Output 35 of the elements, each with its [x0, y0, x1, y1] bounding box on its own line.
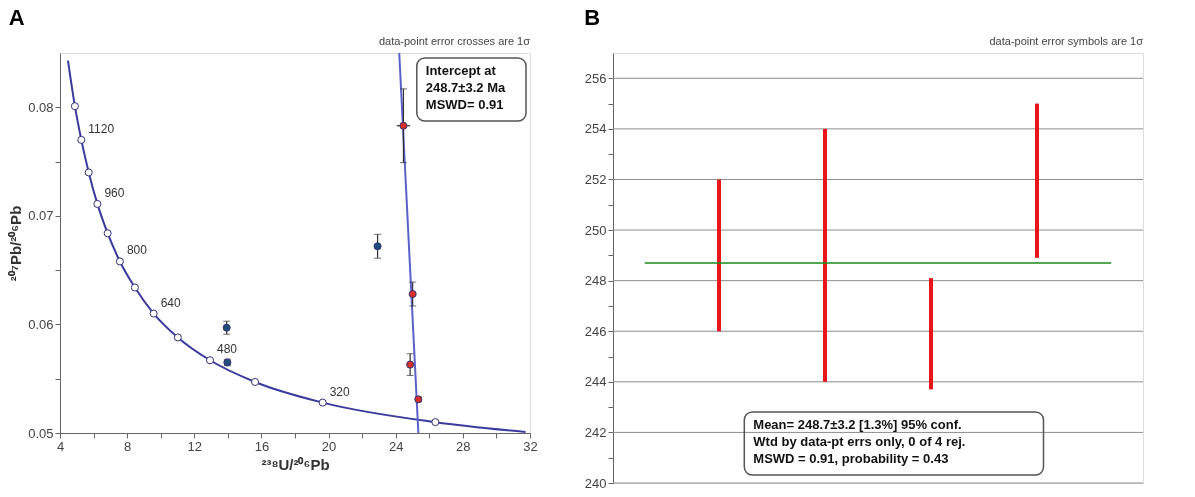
- x-tick-label: 4: [56, 438, 65, 454]
- y-tick-label: 254: [584, 121, 607, 137]
- chart-title: B: [584, 5, 601, 30]
- x-tick-label: 28: [456, 438, 471, 454]
- annotation: Mean= 248.7±3.2 [1.3%] 95% conf. Wtd by data-pt errs only, 0 of 4 rej. MSWD = 0.91, probability = 0.43: [753, 417, 966, 466]
- x-axis-title: ²³⁸U/²⁰⁶Pb: [261, 455, 330, 473]
- annotation: Intercept at 248.7±3.2 Ma MSWD= 0.91: [425, 63, 506, 112]
- y-axis-title: ²⁰⁷Pb/²⁰⁶Pb: [7, 205, 25, 282]
- annotation: 480: [217, 342, 238, 357]
- y-tick-label: 0.07: [28, 208, 54, 224]
- y-tick-label: 0.08: [28, 99, 54, 115]
- annotation: 320: [329, 384, 351, 399]
- annotation: 640: [160, 295, 182, 310]
- annotation: 960: [104, 185, 125, 200]
- y-tick-label: 250: [584, 222, 607, 238]
- y-tick-label: 240: [584, 475, 607, 491]
- annotation: 1120: [88, 121, 115, 136]
- text: data-point error crosses are 1σ: [378, 35, 531, 47]
- x-tick-label: 12: [187, 438, 203, 454]
- y-tick-label: 256: [584, 70, 607, 86]
- y-tick-label: 252: [584, 171, 607, 187]
- x-tick-label: 32: [523, 438, 538, 454]
- y-tick-label: 0.06: [28, 316, 54, 332]
- y-tick-label: 248: [584, 273, 607, 289]
- x-tick-label: 8: [124, 438, 132, 454]
- x-tick-label: 16: [254, 438, 270, 454]
- x-tick-label: 24: [388, 438, 404, 454]
- chart-title: A: [8, 5, 25, 30]
- y-tick-label: 242: [584, 424, 607, 440]
- text: data-point error symbols are 1σ: [989, 35, 1144, 47]
- annotation: 800: [126, 243, 148, 258]
- x-tick-label: 20: [321, 438, 337, 454]
- y-tick-label: 0.05: [28, 425, 54, 441]
- y-tick-label: 244: [584, 374, 607, 390]
- y-tick-label: 246: [584, 323, 607, 339]
